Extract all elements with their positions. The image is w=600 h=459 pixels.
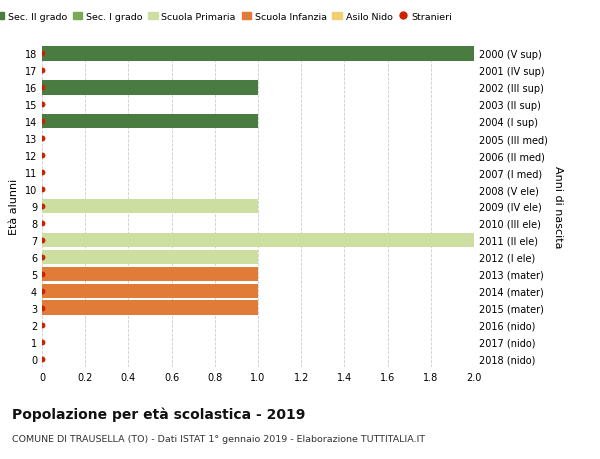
Bar <box>42 199 258 214</box>
Y-axis label: Età alunni: Età alunni <box>9 179 19 235</box>
Point <box>37 169 47 176</box>
Point <box>37 304 47 312</box>
Point <box>37 186 47 193</box>
Legend: Sec. II grado, Sec. I grado, Scuola Primaria, Scuola Infanzia, Asilo Nido, Stran: Sec. II grado, Sec. I grado, Scuola Prim… <box>0 9 456 25</box>
Bar <box>42 301 258 315</box>
Bar <box>42 47 474 62</box>
Point <box>37 355 47 363</box>
Point <box>37 50 47 58</box>
Point <box>37 203 47 210</box>
Text: Popolazione per età scolastica - 2019: Popolazione per età scolastica - 2019 <box>12 406 305 421</box>
Point <box>37 67 47 75</box>
Text: COMUNE DI TRAUSELLA (TO) - Dati ISTAT 1° gennaio 2019 - Elaborazione TUTTITALIA.: COMUNE DI TRAUSELLA (TO) - Dati ISTAT 1°… <box>12 434 425 443</box>
Point <box>37 220 47 227</box>
Point <box>37 101 47 109</box>
Bar <box>42 267 258 281</box>
Point <box>37 287 47 295</box>
Point <box>37 84 47 92</box>
Point <box>37 270 47 278</box>
Point <box>37 152 47 159</box>
Bar <box>42 115 258 129</box>
Point <box>37 338 47 346</box>
Y-axis label: Anni di nascita: Anni di nascita <box>553 165 563 248</box>
Bar <box>42 81 258 95</box>
Bar <box>42 233 474 247</box>
Point <box>37 321 47 329</box>
Point <box>37 254 47 261</box>
Point <box>37 237 47 244</box>
Bar <box>42 284 258 298</box>
Point <box>37 135 47 143</box>
Point <box>37 118 47 126</box>
Bar <box>42 250 258 264</box>
